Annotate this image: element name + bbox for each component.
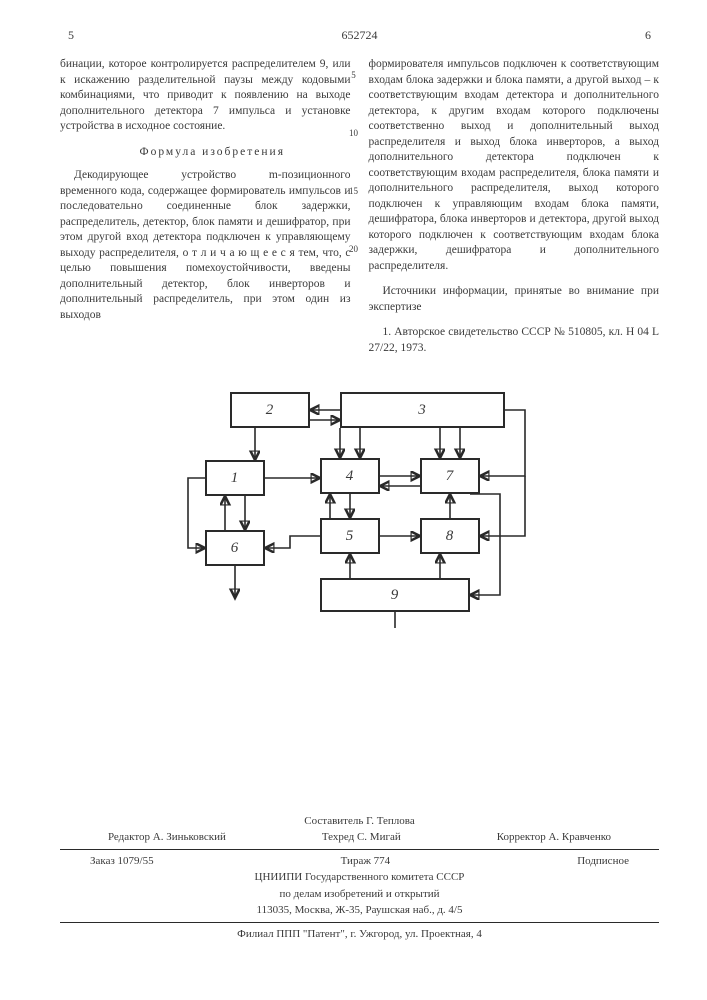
source-reference: 1. Авторское свидетельство СССР № 510805… [369,325,660,356]
diagram-block-4: 4 [320,458,380,494]
subscription: Подписное [577,853,629,870]
right-paragraph-1: формирователя импульсов подключен к соот… [369,57,660,274]
compiler: Составитель Г. Теплова [60,813,659,830]
page-header: 5 652724 6 [60,28,659,43]
org-line-2: по делам изобретений и открытий [60,886,659,903]
editor: Редактор А. Зиньковский [108,829,226,846]
diagram-block-5: 5 [320,518,380,554]
branch-address: Филиал ППП "Патент", г. Ужгород, ул. Про… [60,926,659,943]
diagram-block-2: 2 [230,392,310,428]
imprint-footer: Составитель Г. Теплова Редактор А. Зиньк… [60,813,659,943]
right-column: формирователя импульсов подключен к соот… [369,57,660,366]
patent-number: 652724 [342,28,378,43]
org-address: 113035, Москва, Ж-35, Раушская наб., д. … [60,902,659,919]
block-diagram: 123456789 [170,380,550,630]
tirage: Тираж 774 [341,853,391,870]
credits-row: Редактор А. Зиньковский Техред С. Мигай … [60,829,659,846]
page: 5 652724 6 бинации, которое контролирует… [0,0,707,1000]
diagram-block-1: 1 [205,460,265,496]
sources-heading: Источники информации, принятые во вниман… [369,284,660,315]
diagram-block-7: 7 [420,458,480,494]
formula-heading: Формула изобретения [60,145,351,161]
text-columns: бинации, которое контролируется распреде… [60,57,659,366]
page-number-left: 5 [68,28,74,43]
diagram-block-6: 6 [205,530,265,566]
corrector: Корректор А. Кравченко [497,829,611,846]
techred: Техред С. Мигай [322,829,401,846]
order-row: Заказ 1079/55 Тираж 774 Подписное [60,853,659,870]
left-column: бинации, которое контролируется распреде… [60,57,351,366]
order-number: Заказ 1079/55 [90,853,154,870]
left-paragraph-1: бинации, которое контролируется распреде… [60,57,351,135]
page-number-right: 6 [645,28,651,43]
diagram-block-9: 9 [320,578,470,612]
org-line-1: ЦНИИПИ Государственного комитета СССР [60,869,659,886]
diagram-block-8: 8 [420,518,480,554]
diagram-block-3: 3 [340,392,505,428]
left-paragraph-2: Декодирующее устройство m-позиционного в… [60,168,351,323]
